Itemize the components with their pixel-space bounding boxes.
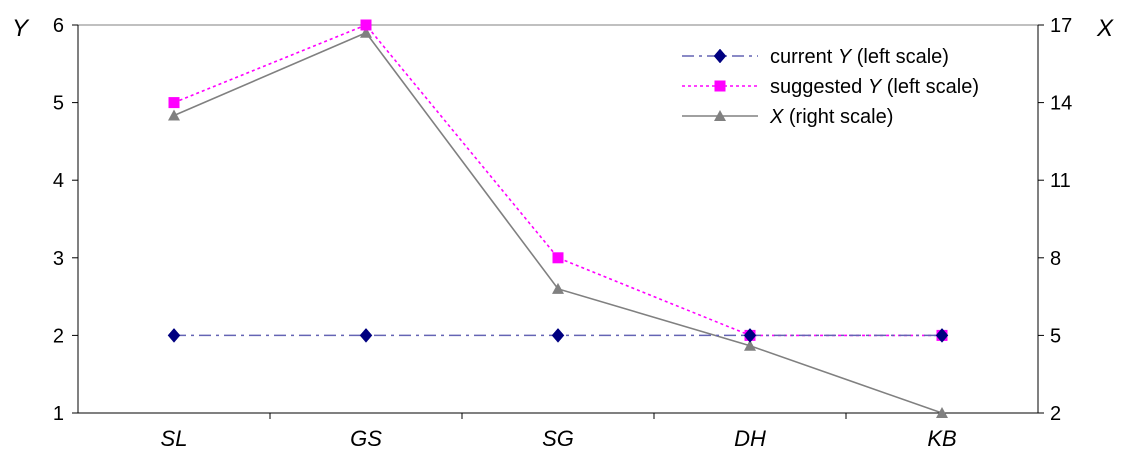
left-tick-label: 4	[53, 170, 64, 192]
right-tick-label: 2	[1050, 403, 1061, 425]
left-tick-label: 2	[53, 325, 64, 347]
series-line-suggested	[173, 24, 942, 337]
legend-marker-suggested	[714, 80, 726, 92]
left-tick-label: 5	[53, 93, 64, 115]
axes: 1 2 3 4 5 6 2 5 8 11 14 17 SL GS SG DH KB	[53, 15, 1072, 451]
data-point-x	[168, 109, 180, 121]
left-tick-label: 3	[53, 248, 64, 270]
data-point-current	[743, 328, 757, 343]
legend-marker-current	[713, 48, 727, 64]
legend-entry-current: current Y (left scale)	[682, 46, 949, 68]
legend-label-part: (right scale)	[783, 106, 893, 128]
x-category-label: KB	[927, 426, 956, 451]
right-tick-label: 14	[1050, 93, 1072, 115]
x-category-label: SL	[161, 426, 188, 451]
legend-label-part: suggested	[770, 76, 868, 98]
data-point-suggested	[168, 97, 180, 109]
data-point-x	[744, 339, 756, 351]
data-point-current	[167, 328, 181, 343]
series-current	[167, 328, 949, 343]
series-group	[167, 19, 949, 418]
x-category-label: SG	[542, 426, 574, 451]
data-point-suggested	[360, 19, 372, 31]
data-point-current	[551, 328, 565, 343]
legend-label-part: (left scale)	[881, 76, 979, 98]
data-point-x	[552, 282, 564, 294]
legend-marker-x	[714, 110, 726, 121]
x-category-label: DH	[734, 426, 766, 451]
x-category-label: GS	[350, 426, 382, 451]
legend-label-suggested: suggested Y (left scale)	[770, 76, 979, 98]
legend-label-italic: X	[769, 106, 784, 128]
left-tick-label: 6	[53, 15, 64, 37]
right-axis-title: X	[1096, 15, 1114, 42]
right-tick-label: 17	[1050, 15, 1072, 37]
data-point-x	[936, 407, 948, 418]
right-tick-label: 8	[1050, 248, 1061, 270]
right-tick-label: 11	[1050, 170, 1071, 192]
data-point-current	[935, 328, 949, 343]
data-point-current	[359, 328, 373, 343]
legend-label-x: X (right scale)	[769, 106, 893, 128]
legend-label-part: current	[770, 46, 838, 68]
left-tick-label: 1	[53, 403, 64, 425]
legend-label-part: (left scale)	[851, 46, 949, 68]
right-tick-label: 5	[1050, 325, 1061, 347]
legend-label-current: current Y (left scale)	[770, 46, 949, 68]
legend: current Y (left scale)suggested Y (left …	[682, 46, 979, 128]
left-axis-title: Y	[12, 15, 30, 42]
legend-label-italic: Y	[868, 76, 883, 98]
data-point-suggested	[552, 252, 564, 264]
legend-label-italic: Y	[838, 46, 853, 68]
series-x	[168, 26, 948, 418]
legend-entry-suggested: suggested Y (left scale)	[682, 76, 979, 98]
legend-entry-x: X (right scale)	[682, 106, 893, 128]
data-point-x	[360, 26, 372, 38]
